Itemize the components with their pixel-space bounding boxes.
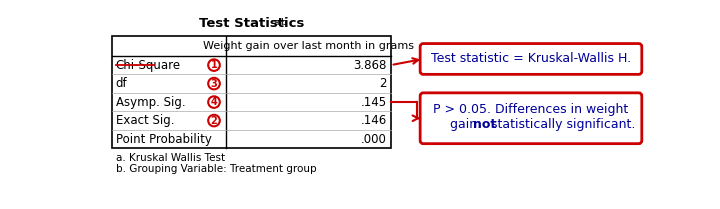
Text: df: df	[116, 77, 127, 90]
Text: 2: 2	[379, 77, 387, 90]
Text: Weight gain over last month in grams: Weight gain over last month in grams	[203, 41, 414, 51]
Text: .145: .145	[361, 96, 387, 109]
Text: Asymp. Sig.: Asymp. Sig.	[116, 96, 185, 109]
FancyBboxPatch shape	[420, 43, 642, 74]
Circle shape	[208, 78, 220, 89]
Text: 2: 2	[211, 116, 217, 126]
Bar	[112, 36, 391, 148]
Text: Point Probability: Point Probability	[116, 133, 212, 145]
Text: a,b: a,b	[274, 18, 288, 27]
FancyBboxPatch shape	[420, 93, 642, 144]
Text: Test statistic = Kruskal-Wallis H.: Test statistic = Kruskal-Wallis H.	[431, 52, 631, 65]
Text: P > 0.05. Differences in weight: P > 0.05. Differences in weight	[433, 102, 629, 116]
Text: Test Statistics: Test Statistics	[199, 17, 304, 30]
Text: b. Grouping Variable: Treatment group: b. Grouping Variable: Treatment group	[116, 164, 316, 174]
Text: Exact Sig.: Exact Sig.	[116, 114, 174, 127]
Text: gain: gain	[449, 118, 481, 131]
Text: .000: .000	[361, 133, 387, 145]
Text: not: not	[473, 118, 496, 131]
Circle shape	[208, 115, 220, 126]
Text: Chi-Square: Chi-Square	[116, 59, 181, 72]
Text: .146: .146	[361, 114, 387, 127]
Text: a. Kruskal Wallis Test: a. Kruskal Wallis Test	[116, 153, 225, 163]
Text: 1: 1	[211, 60, 217, 70]
Text: statistically significant.: statistically significant.	[487, 118, 636, 131]
Circle shape	[208, 59, 220, 71]
Circle shape	[208, 96, 220, 108]
Text: 4: 4	[211, 97, 217, 107]
Text: 3.868: 3.868	[354, 59, 387, 72]
Text: 3: 3	[211, 79, 217, 89]
